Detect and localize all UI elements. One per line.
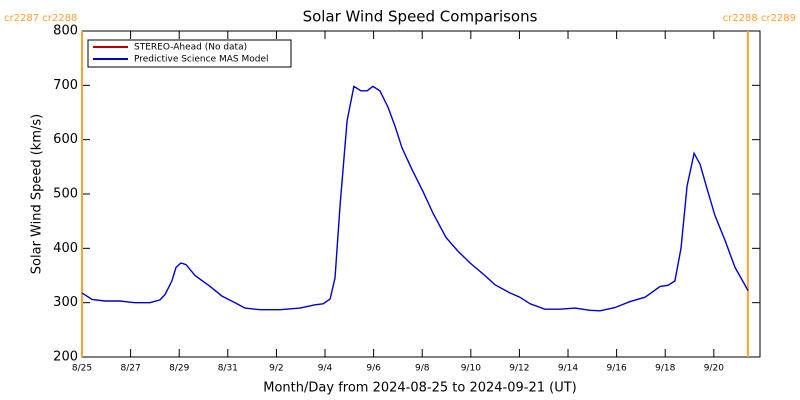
x-tick-label: 8/25 (72, 364, 92, 374)
x-tick-label: 8/27 (120, 364, 140, 374)
carrington-label: cr2288 cr2289 (723, 13, 796, 24)
carrington-label: cr2287 cr2288 (4, 13, 77, 24)
y-axis-label: Solar Wind Speed (km/s) (30, 114, 45, 274)
y-tick-label: 800 (53, 24, 78, 39)
legend-label: STEREO-Ahead (No data) (134, 43, 247, 53)
legend-label: Predictive Science MAS Model (134, 55, 269, 65)
y-tick-label: 200 (53, 350, 78, 365)
x-tick-label: 8/29 (169, 364, 189, 374)
chart-title: Solar Wind Speed Comparisons (303, 8, 538, 26)
x-tick-label: 8/31 (218, 364, 238, 374)
x-tick-label: 9/14 (558, 364, 578, 374)
y-tick-label: 700 (53, 78, 78, 93)
x-tick-label: 9/12 (509, 364, 529, 374)
series-line (81, 85, 749, 312)
x-tick-label: 9/16 (607, 364, 627, 374)
y-tick-label: 400 (53, 241, 78, 256)
x-axis-label: Month/Day from 2024-08-25 to 2024-09-21 … (263, 381, 576, 396)
y-tick-label: 600 (53, 132, 78, 147)
y-tick-label: 500 (53, 187, 78, 202)
x-tick-label: 9/4 (318, 364, 333, 374)
x-tick-label: 9/18 (655, 364, 675, 374)
x-tick-label: 9/8 (415, 364, 430, 374)
legend-box (87, 39, 292, 68)
x-tick-label: 9/20 (704, 364, 724, 374)
y-tick-label: 300 (53, 295, 78, 310)
x-tick-label: 9/10 (461, 364, 481, 374)
x-tick-label: 9/2 (269, 364, 283, 374)
x-tick-label: 9/6 (366, 364, 381, 374)
